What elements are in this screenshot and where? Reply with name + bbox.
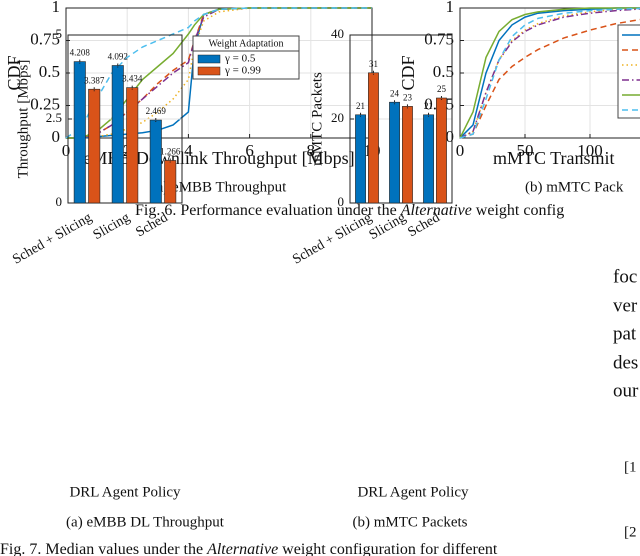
y-tick-label: 5 <box>56 26 63 41</box>
x-tick-label: 0 <box>62 141 71 160</box>
legend-box <box>617 24 640 119</box>
x-tick-label: 0 <box>456 141 465 160</box>
cdf-line <box>66 7 372 139</box>
value-label: 23 <box>403 92 413 102</box>
y-tick-label: 0 <box>446 127 455 146</box>
subfigure-caption: (a) eMBB DL Throughput <box>66 514 225 530</box>
cdf-line <box>459 7 640 139</box>
subfigure-caption: (b) mMTC Packets <box>353 514 468 530</box>
cdf-line <box>66 7 372 139</box>
subfigure-caption: (b) mMTC Pack <box>525 179 624 195</box>
body-text: foc <box>613 266 637 287</box>
bar <box>111 65 124 204</box>
value-label: 3.387 <box>84 75 105 85</box>
caption-part: Alternative <box>400 202 472 219</box>
y-axis-label: Throughput [Mbps] <box>15 60 31 179</box>
figure-caption: Fig. 6. Performance evaluation under the… <box>135 202 564 219</box>
legend-title: Weight Adaptation <box>208 38 283 49</box>
bar <box>355 114 366 204</box>
legend-label: γ = 0.99 <box>224 65 261 77</box>
cdf-line <box>459 7 640 139</box>
subfigure-caption: (a) eMBB Throughput <box>152 179 288 195</box>
caption-part: Fig. 6. Performance evaluation under the <box>135 202 401 219</box>
value-label: 21 <box>356 101 365 111</box>
x-tick-label: 4 <box>184 141 193 160</box>
y-tick-label: 0.5 <box>433 62 454 81</box>
y-tick-label: 0 <box>56 194 63 209</box>
caption-part: Fig. 7. Median values under the <box>0 541 207 556</box>
bar <box>423 114 434 204</box>
value-label: 21 <box>424 101 433 111</box>
x-axis-label: DRL Agent Policy <box>69 484 181 500</box>
plot-frame <box>349 34 453 204</box>
value-label: 1.266 <box>160 147 181 157</box>
bar <box>164 160 177 204</box>
value-label: 25 <box>437 84 447 94</box>
y-tick-label: 0.25 <box>30 94 60 113</box>
legend-swatch <box>197 54 221 64</box>
bar <box>88 88 101 204</box>
y-tick-label: 0.75 <box>424 29 454 48</box>
plot-frame <box>459 7 640 139</box>
x-axis-label: mMTC Transmit <box>493 148 615 168</box>
x-tick-label: 50 <box>517 141 534 160</box>
bar <box>389 101 400 204</box>
figure-caption: Fig. 7. Median values under the Alternat… <box>0 541 498 556</box>
x-tick-label: Sched + Slicing <box>290 210 374 267</box>
y-tick-label: 0 <box>52 127 61 146</box>
x-tick-label: 6 <box>245 141 254 160</box>
x-tick-label: Slicing <box>91 210 133 243</box>
x-tick-label: 8 <box>307 141 316 160</box>
y-tick-label: 1 <box>446 0 455 16</box>
y-tick-label: 0.5 <box>39 62 60 81</box>
y-tick-label: 40 <box>331 26 344 41</box>
caption-part: weight configuration for different <box>278 541 498 556</box>
plot-frame <box>67 34 183 204</box>
y-tick-label: 1 <box>52 0 61 16</box>
x-tick-label: Sched + Slicing <box>10 210 94 267</box>
y-tick-label: 20 <box>331 110 344 125</box>
value-label: 4.092 <box>108 52 128 62</box>
value-label: 31 <box>369 59 378 69</box>
bar <box>126 87 139 204</box>
body-text: des <box>613 352 638 373</box>
x-tick-label: 100 <box>577 141 603 160</box>
bar <box>402 106 413 204</box>
cdf-line <box>459 18 640 139</box>
y-tick-label: 0.75 <box>30 29 60 48</box>
legend-swatch <box>197 66 221 76</box>
y-tick-label: 2.5 <box>46 110 62 125</box>
cdf-line <box>65 7 372 139</box>
y-axis-label: CDF <box>4 55 24 90</box>
value-label: 4.208 <box>70 48 91 58</box>
cdf-line <box>459 8 640 139</box>
value-label: 2.469 <box>146 106 167 116</box>
y-axis-label: CDF <box>398 55 418 90</box>
bar <box>149 119 162 204</box>
cdf-line <box>459 7 640 139</box>
caption-part: Alternative <box>206 541 278 556</box>
body-text: ver <box>613 295 638 316</box>
value-label: 3.434 <box>122 74 143 84</box>
x-axis-label: DRL Agent Policy <box>357 484 469 500</box>
legend-label: γ = 0.5 <box>224 53 256 65</box>
cdf-line <box>459 7 640 139</box>
caption-part: weight config <box>472 202 564 219</box>
bar <box>436 97 447 204</box>
y-tick-label: 0 <box>338 194 345 209</box>
body-text: our <box>613 380 639 401</box>
body-text: pat <box>613 323 637 344</box>
bar <box>368 72 379 204</box>
reference: [2 <box>624 524 637 540</box>
reference: [1 <box>624 459 637 475</box>
y-axis-label: mMTC Packets <box>309 72 325 166</box>
value-label: 24 <box>390 88 400 98</box>
